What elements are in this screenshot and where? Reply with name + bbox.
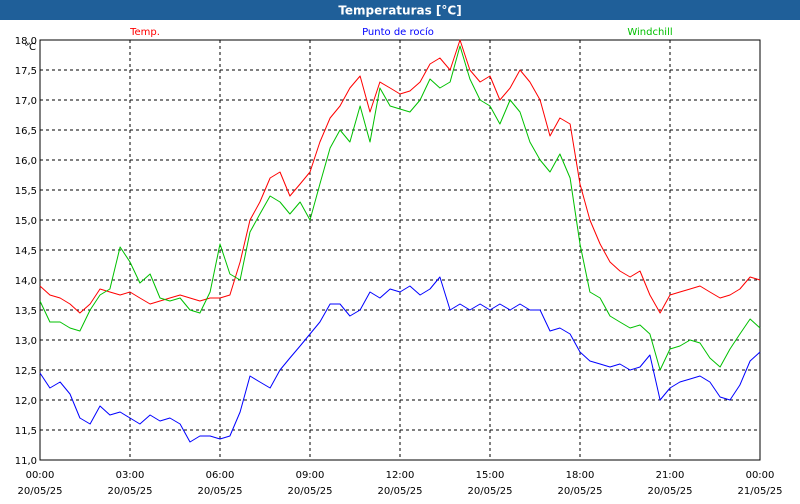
x-tick-time-label: 21:00	[656, 470, 685, 481]
legend: Temp. Punto de rocío Windchill	[129, 26, 673, 38]
y-tick-label: 17,0	[15, 96, 37, 107]
y-tick-label: 11,5	[15, 426, 37, 437]
x-axis-ticks: 00:00 20/05/25 03:00 20/05/25 06:00 20/05/25 0…	[18, 470, 783, 497]
chart-title: Temperaturas [°C]	[338, 4, 461, 18]
x-tick-date-label: 20/05/25	[108, 486, 153, 497]
y-tick-label: 15,0	[15, 216, 37, 227]
x-tick-time-label: 15:00	[476, 470, 505, 481]
grid-lines	[40, 40, 760, 460]
y-tick-label: 12,5	[15, 366, 37, 377]
y-tick-label: 14,5	[15, 246, 37, 257]
plot-border	[39, 39, 761, 461]
y-axis-ticks: 11,0 11,5 12,0 12,5 13,0 13,5 14,0 14,5 15,0 15,5…	[15, 36, 37, 467]
x-tick-date-label: 20/05/25	[648, 486, 693, 497]
x-tick-date-label: 20/05/25	[558, 486, 603, 497]
y-tick-label: 18,0	[15, 36, 37, 47]
y-tick-label: 13,5	[15, 306, 37, 317]
x-tick-date-label: 20/05/25	[198, 486, 243, 497]
series-line	[39, 39, 761, 314]
y-tick-label: 12,0	[15, 396, 37, 407]
legend-entry: Windchill	[627, 27, 672, 38]
y-tick-label: 15,5	[15, 186, 37, 197]
x-tick-date-label: 20/05/25	[378, 486, 423, 497]
y-axis-unit: °C	[24, 42, 36, 53]
x-tick-time-label: 06:00	[206, 470, 235, 481]
x-tick-date-label: 20/05/25	[18, 486, 63, 497]
y-tick-label: 13,0	[15, 336, 37, 347]
x-tick-time-label: 00:00	[26, 470, 55, 481]
series-line	[39, 45, 761, 371]
x-tick-time-label: 09:00	[296, 470, 325, 481]
x-tick-time-label: 03:00	[116, 470, 145, 481]
x-tick-date-label: 20/05/25	[288, 486, 333, 497]
x-tick-time-label: 18:00	[566, 470, 595, 481]
x-tick-time-label: 12:00	[386, 470, 415, 481]
y-tick-label: 16,0	[15, 156, 37, 167]
legend-entry: Punto de rocío	[362, 26, 434, 38]
series-line	[39, 276, 761, 443]
series-lines	[39, 39, 761, 443]
x-tick-date-label: 21/05/25	[738, 486, 783, 497]
y-tick-label: 16,5	[15, 126, 37, 137]
y-tick-label: 14,0	[15, 276, 37, 287]
x-tick-date-label: 20/05/25	[468, 486, 513, 497]
title-bar	[0, 0, 800, 20]
y-tick-label: 17,5	[15, 66, 37, 77]
legend-entry: Temp.	[129, 27, 160, 38]
x-tick-time-label: 00:00	[746, 470, 775, 481]
y-tick-label: 11,0	[15, 456, 37, 467]
